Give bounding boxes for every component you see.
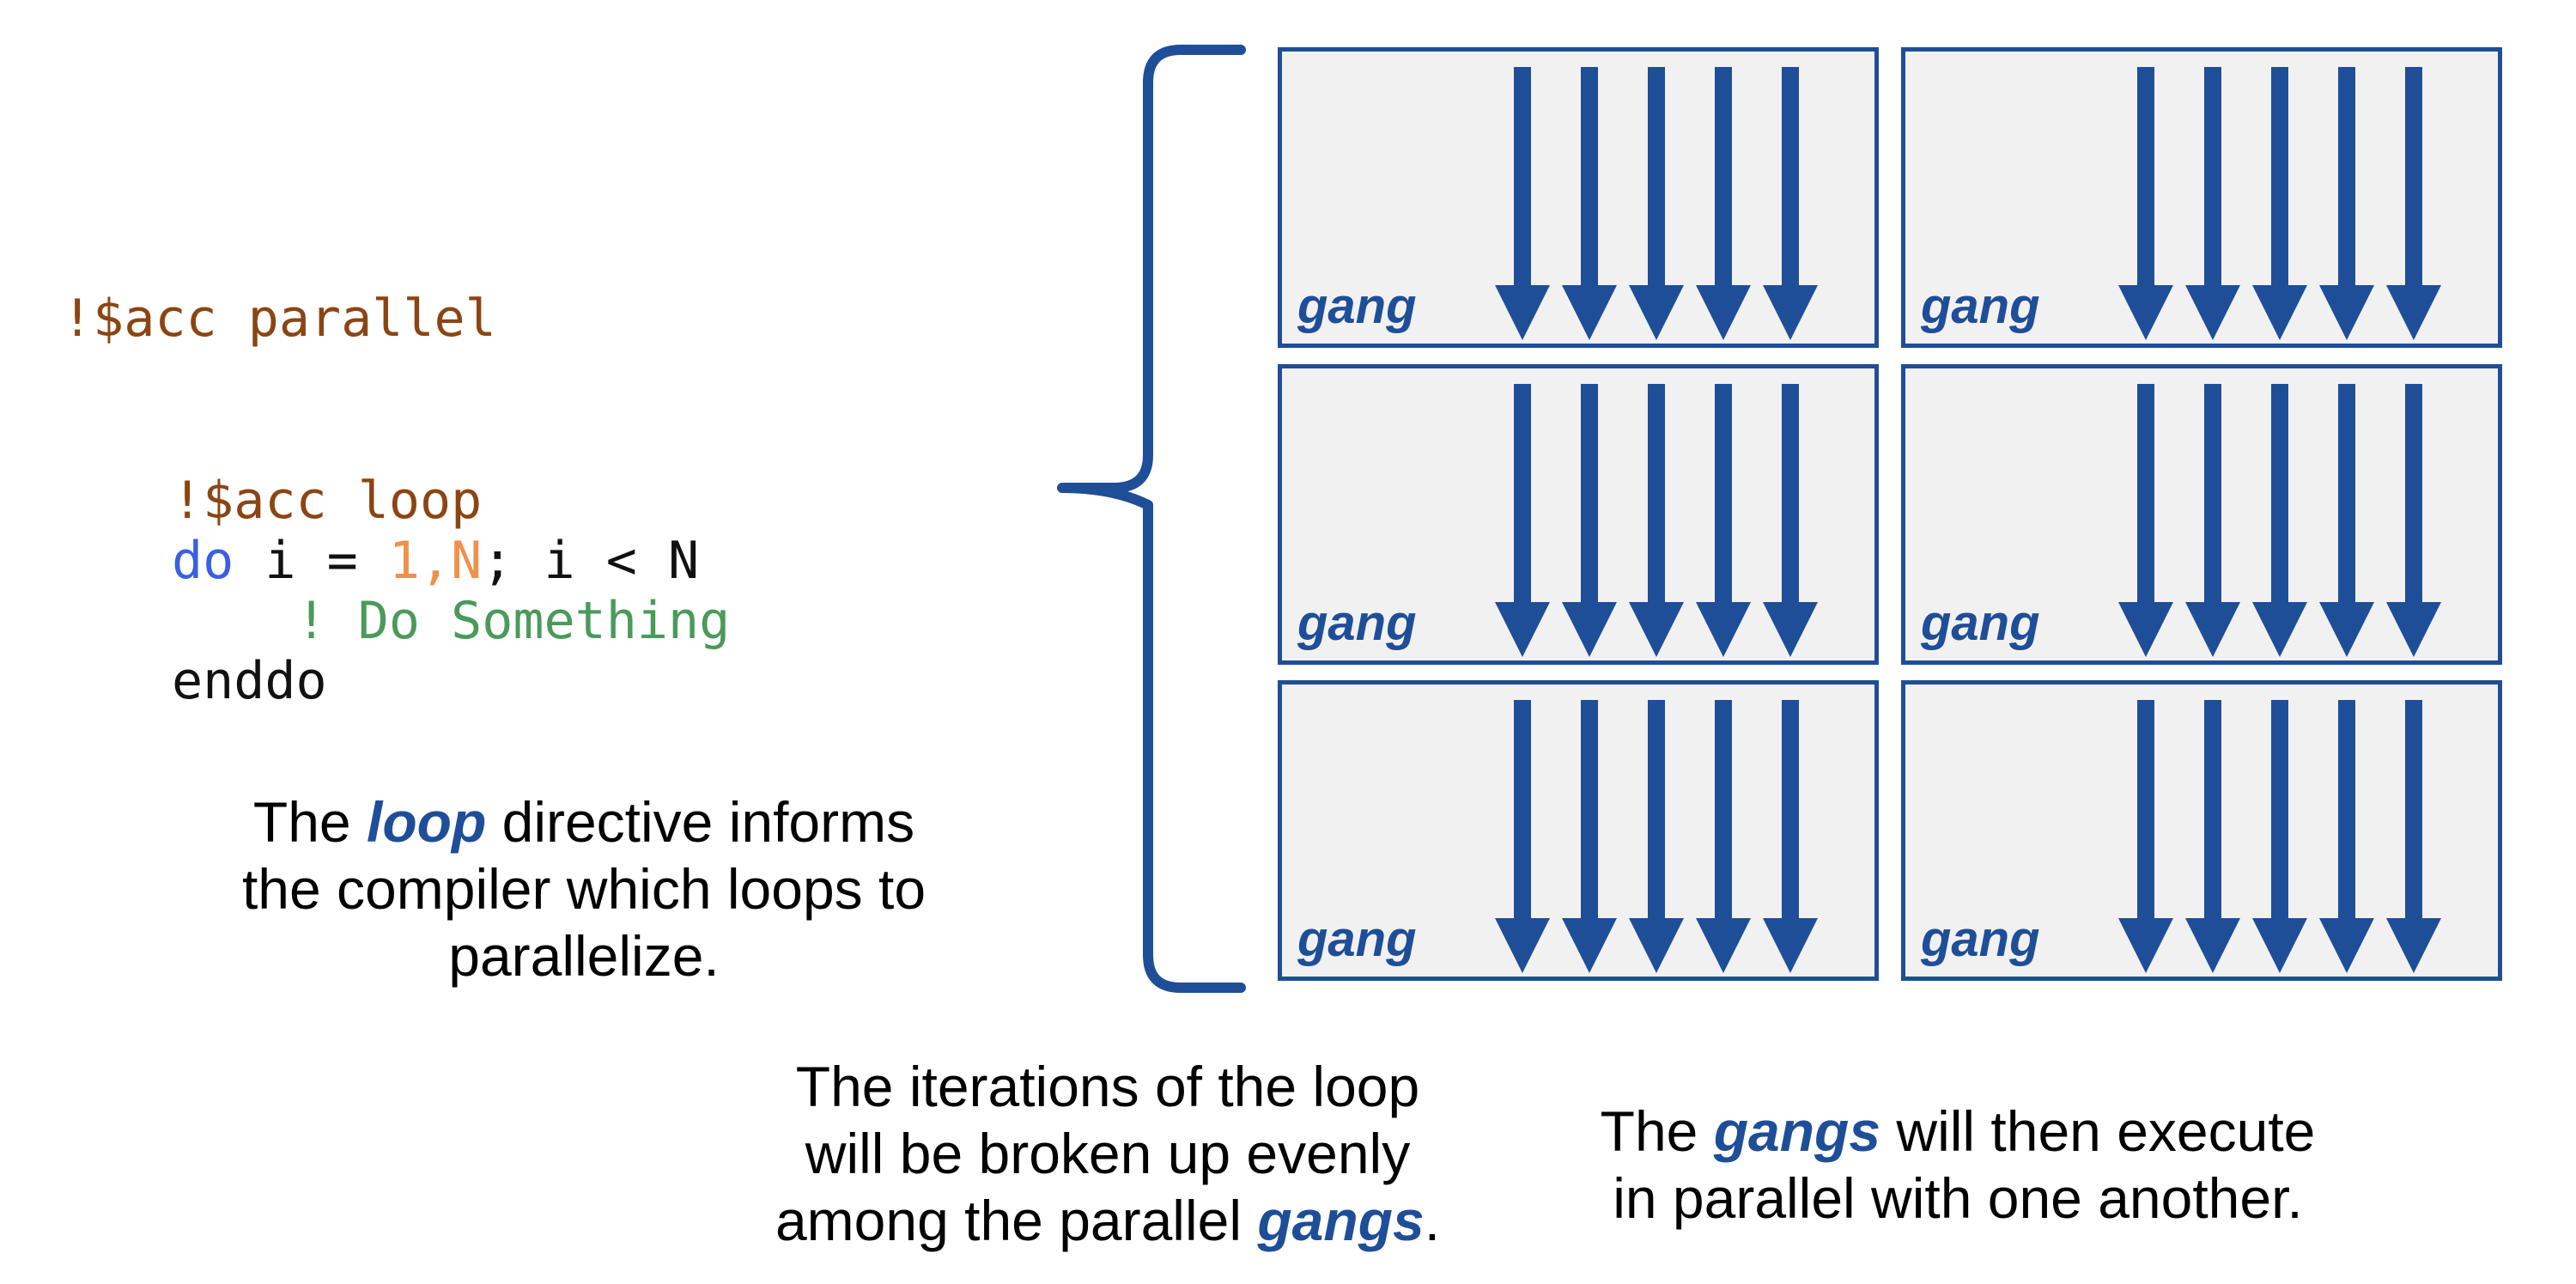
- down-arrow-icon: [1495, 384, 1550, 657]
- down-arrow-icon: [2185, 384, 2240, 657]
- gang-box: gang: [1278, 364, 1879, 665]
- down-arrow-icon: [1696, 384, 1751, 657]
- down-arrow-icon: [1763, 700, 1818, 973]
- down-arrow-icon: [1696, 700, 1751, 973]
- down-arrow-icon: [1495, 700, 1550, 973]
- down-arrow-icon: [2118, 700, 2173, 973]
- loop-caption-line1: The loop directive informs: [252, 790, 915, 854]
- loop-emphasis: loop: [366, 790, 487, 854]
- down-arrow-icon: [2118, 384, 2173, 657]
- do-range: 1,N: [388, 531, 483, 591]
- gang-arrows: [1495, 67, 1818, 340]
- grouping-brace: [1057, 45, 1246, 993]
- iterations-caption-line3: among the parallel gangs.: [775, 1189, 1441, 1252]
- down-arrow-icon: [1562, 700, 1617, 973]
- gangs-emphasis-2: gangs: [1713, 1099, 1881, 1163]
- gangs-caption-line2: in parallel with one another.: [1613, 1166, 2303, 1230]
- down-arrow-icon: [1763, 384, 1818, 657]
- down-arrow-icon: [2252, 700, 2307, 973]
- gang-label: gang: [1297, 595, 1417, 651]
- down-arrow-icon: [1629, 700, 1684, 973]
- down-arrow-icon: [2319, 67, 2374, 340]
- loop-caption-line3: parallelize.: [448, 924, 720, 988]
- gang-label: gang: [1921, 911, 2040, 967]
- gang-label: gang: [1921, 595, 2040, 651]
- down-arrow-icon: [2319, 700, 2374, 973]
- gang-arrows: [2118, 67, 2441, 340]
- gang-box: gang: [1901, 364, 2502, 665]
- code-parallel-line: !$acc parallel: [62, 289, 496, 349]
- gang-box: gang: [1278, 47, 1879, 348]
- gangs-caption: The gangs will then execute in parallel …: [1546, 1098, 2370, 1232]
- enddo-statement: enddo: [172, 651, 327, 711]
- loop-caption-line2: the compiler which loops to: [241, 857, 927, 921]
- loop-caption: The loop directive informs the compiler …: [120, 788, 1048, 989]
- down-arrow-icon: [1562, 67, 1617, 340]
- gang-label: gang: [1297, 911, 1417, 967]
- down-arrow-icon: [1562, 384, 1617, 657]
- iterations-caption-line2: will be broken up evenly: [805, 1122, 1411, 1185]
- down-arrow-icon: [2386, 67, 2441, 340]
- gang-label: gang: [1297, 278, 1417, 334]
- down-arrow-icon: [2252, 67, 2307, 340]
- down-arrow-icon: [1629, 384, 1684, 657]
- code-loop-block: !$acc loop do i = 1,N; i < N ! Do Someth…: [172, 471, 730, 711]
- do-keyword: do: [172, 531, 234, 591]
- down-arrow-icon: [1763, 67, 1818, 340]
- down-arrow-icon: [1629, 67, 1684, 340]
- iterations-caption: The iterations of the loop will be broke…: [704, 1053, 1511, 1254]
- gangs-emphasis-1: gangs: [1257, 1189, 1425, 1252]
- gang-label: gang: [1921, 278, 2040, 334]
- parallel-directive: !$acc parallel: [62, 289, 496, 349]
- do-condition: ; i < N: [482, 531, 700, 591]
- down-arrow-icon: [2185, 67, 2240, 340]
- gang-arrows: [2118, 700, 2441, 973]
- gangs-caption-line1: The gangs will then execute: [1600, 1099, 2316, 1163]
- down-arrow-icon: [1495, 67, 1550, 340]
- down-arrow-icon: [2185, 700, 2240, 973]
- down-arrow-icon: [1696, 67, 1751, 340]
- down-arrow-icon: [2118, 67, 2173, 340]
- down-arrow-icon: [2386, 384, 2441, 657]
- gang-box: gang: [1901, 47, 2502, 348]
- down-arrow-icon: [2252, 384, 2307, 657]
- gang-box: gang: [1901, 680, 2502, 981]
- loop-directive: !$acc loop: [172, 471, 483, 531]
- gang-arrows: [2118, 384, 2441, 657]
- gang-arrows: [1495, 384, 1818, 657]
- gang-arrows: [1495, 700, 1818, 973]
- gang-box: gang: [1278, 680, 1879, 981]
- do-variable: i =: [234, 531, 389, 591]
- iterations-caption-line1: The iterations of the loop: [795, 1055, 1420, 1118]
- down-arrow-icon: [2386, 700, 2441, 973]
- down-arrow-icon: [2319, 384, 2374, 657]
- loop-body-comment: ! Do Something: [295, 591, 731, 651]
